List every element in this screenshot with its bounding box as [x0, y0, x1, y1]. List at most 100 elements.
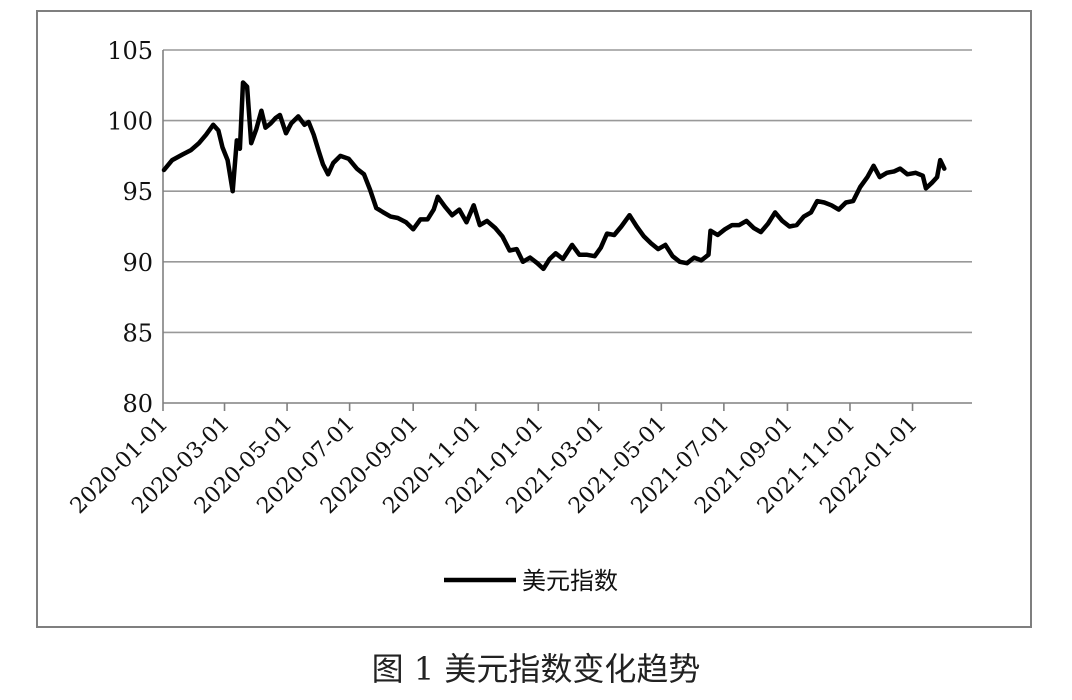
- y-tick-label: 105: [107, 37, 153, 65]
- data-point: [290, 122, 292, 124]
- data-point: [529, 257, 531, 259]
- legend-label: 美元指数: [522, 567, 618, 595]
- data-point: [760, 231, 762, 233]
- data-point: [205, 134, 207, 136]
- data-point: [239, 148, 241, 150]
- data-point: [190, 149, 192, 151]
- data-point: [458, 209, 460, 211]
- data-point: [369, 189, 371, 191]
- data-point: [852, 200, 854, 202]
- data-point: [628, 214, 631, 216]
- data-point: [803, 216, 805, 218]
- data-point: [796, 224, 798, 226]
- data-point: [724, 228, 726, 230]
- data-point: [542, 268, 545, 270]
- data-point: [915, 172, 917, 174]
- data-point: [859, 186, 861, 188]
- data-point: [509, 249, 511, 252]
- data-point: [212, 124, 214, 126]
- data-point: [198, 142, 200, 144]
- data-point: [636, 225, 638, 228]
- data-point: [700, 259, 702, 261]
- data-point: [606, 233, 608, 235]
- data-point: [600, 247, 602, 249]
- data-point: [163, 169, 165, 171]
- data-point: [397, 217, 399, 219]
- data-point: [303, 124, 306, 126]
- data-point: [679, 261, 681, 263]
- data-point: [936, 176, 938, 178]
- data-point: [318, 151, 320, 153]
- series-line-0: [161, 80, 947, 272]
- data-point: [308, 121, 310, 123]
- data-point: [297, 115, 299, 117]
- y-tick-label: 100: [107, 108, 153, 136]
- data-point: [899, 168, 901, 170]
- data-point: [643, 235, 645, 237]
- data-point: [433, 209, 435, 211]
- data-point: [707, 254, 710, 256]
- data-point: [838, 209, 840, 211]
- data-point: [788, 225, 791, 228]
- data-point: [426, 218, 429, 220]
- data-point: [405, 221, 407, 223]
- data-point: [555, 252, 557, 254]
- data-point: [313, 134, 315, 136]
- data-point: [332, 162, 334, 164]
- data-point: [171, 159, 173, 161]
- y-tick-label: 85: [122, 319, 153, 347]
- data-point: [774, 211, 776, 213]
- data-point: [578, 254, 580, 256]
- data-point: [264, 127, 267, 129]
- data-point: [562, 258, 564, 260]
- data-point: [810, 211, 812, 213]
- data-point: [925, 187, 927, 189]
- data-point: [816, 200, 818, 202]
- data-point: [781, 220, 783, 222]
- data-point: [693, 257, 695, 259]
- data-point: [767, 223, 769, 225]
- data-point: [845, 201, 847, 204]
- data-point: [227, 159, 229, 161]
- data-point: [571, 244, 573, 246]
- chart-frame: [36, 10, 1032, 628]
- data-point: [906, 173, 909, 175]
- data-point: [232, 190, 234, 192]
- data-point: [753, 227, 755, 229]
- data-point: [236, 139, 238, 141]
- data-point: [893, 170, 895, 172]
- data-point: [412, 228, 414, 230]
- data-point: [375, 207, 377, 209]
- data-point: [255, 128, 257, 130]
- data-point: [279, 114, 281, 116]
- data-point: [260, 110, 262, 112]
- data-point: [650, 242, 652, 244]
- data-point: [217, 129, 219, 132]
- data-point: [886, 172, 888, 174]
- data-point: [444, 206, 446, 208]
- data-point: [473, 204, 475, 206]
- data-point: [181, 153, 184, 156]
- data-point: [931, 182, 933, 184]
- data-point: [536, 262, 538, 264]
- data-point: [731, 224, 733, 226]
- data-point: [823, 201, 825, 204]
- data-point: [879, 176, 881, 178]
- data-point: [686, 262, 688, 264]
- data-point: [363, 173, 365, 175]
- data-point: [939, 159, 941, 161]
- data-point: [348, 158, 350, 160]
- data-point: [672, 255, 674, 257]
- data-point: [465, 221, 468, 223]
- data-point: [709, 230, 712, 232]
- data-point: [745, 220, 748, 222]
- data-point: [390, 216, 392, 218]
- data-point: [270, 122, 272, 124]
- y-tick-label: 95: [122, 178, 153, 206]
- data-point: [830, 204, 833, 206]
- data-point: [549, 258, 551, 260]
- data-point: [356, 168, 358, 170]
- data-point: [943, 168, 945, 170]
- data-point: [285, 132, 287, 134]
- data-point: [516, 248, 518, 250]
